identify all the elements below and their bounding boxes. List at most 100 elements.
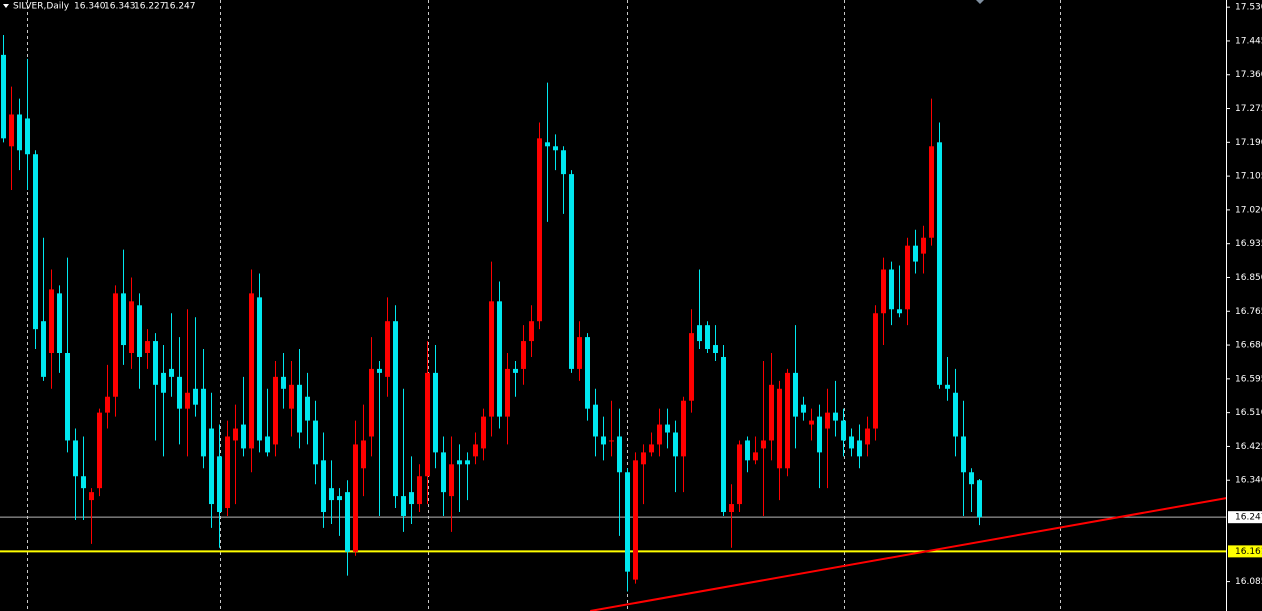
candle-body bbox=[921, 237, 926, 254]
candle-body bbox=[609, 440, 614, 442]
level-label: 16.161 bbox=[1235, 547, 1262, 557]
y-tick-label: 17.275 bbox=[1235, 104, 1262, 114]
candle-body bbox=[41, 321, 46, 377]
candle-body bbox=[529, 321, 534, 342]
candle-body bbox=[89, 492, 94, 501]
candle-body bbox=[769, 384, 774, 441]
candle-body bbox=[673, 432, 678, 457]
candle-body bbox=[649, 444, 654, 453]
candle-body bbox=[889, 269, 894, 310]
candle-body bbox=[137, 305, 142, 357]
candle-body bbox=[761, 440, 766, 449]
candle-body bbox=[809, 420, 814, 425]
candle-body bbox=[449, 464, 454, 497]
y-tick-label: 17.530 bbox=[1235, 3, 1262, 13]
candle-body bbox=[745, 440, 750, 461]
candle-body bbox=[249, 293, 254, 449]
marker bbox=[976, 0, 984, 4]
candle-body bbox=[593, 404, 598, 437]
candle-body bbox=[625, 472, 630, 572]
candle-body bbox=[9, 114, 14, 147]
candle-body bbox=[73, 440, 78, 477]
y-tick-label: 16.340 bbox=[1235, 476, 1262, 486]
y-tick-label: 17.360 bbox=[1235, 70, 1262, 80]
candle-body bbox=[497, 301, 502, 417]
candle-body bbox=[233, 428, 238, 441]
candle-body bbox=[873, 313, 878, 429]
candle-body bbox=[641, 452, 646, 465]
header-value: 16.227 bbox=[134, 2, 166, 12]
candle-body bbox=[657, 424, 662, 445]
y-tick-label: 16.765 bbox=[1235, 307, 1262, 317]
candle-body bbox=[897, 309, 902, 314]
candle-body bbox=[153, 341, 158, 385]
candle-body bbox=[57, 293, 62, 354]
candle-body bbox=[577, 337, 582, 369]
candle-body bbox=[201, 388, 206, 457]
candle-body bbox=[353, 444, 358, 552]
candle-body bbox=[865, 428, 870, 445]
candle-body bbox=[457, 460, 462, 465]
candle-body bbox=[489, 301, 494, 417]
candle-body bbox=[393, 321, 398, 497]
candle-body bbox=[169, 368, 174, 377]
symbol-label: SILVER,Daily bbox=[13, 2, 70, 12]
candle-body bbox=[633, 460, 638, 580]
candle-body bbox=[305, 396, 310, 421]
candle-body bbox=[569, 174, 574, 369]
candle-body bbox=[17, 114, 22, 151]
candle-body bbox=[537, 138, 542, 322]
candle-body bbox=[681, 400, 686, 457]
candle-body bbox=[129, 301, 134, 354]
candle-body bbox=[905, 245, 910, 310]
candle-body bbox=[857, 440, 862, 457]
header-arrow bbox=[3, 4, 9, 8]
candle-body bbox=[1, 54, 6, 139]
candle-body bbox=[953, 392, 958, 437]
candle-body bbox=[425, 372, 430, 477]
candle-body bbox=[937, 142, 942, 385]
candle-body bbox=[665, 424, 670, 433]
candle-body bbox=[105, 396, 110, 413]
candle-body bbox=[345, 492, 350, 552]
candle-body bbox=[225, 436, 230, 509]
y-tick-label: 16.850 bbox=[1235, 273, 1262, 283]
candle-body bbox=[553, 146, 558, 151]
candle-body bbox=[369, 368, 374, 437]
candle-body bbox=[257, 297, 262, 441]
candle-body bbox=[313, 420, 318, 465]
bid-label-box bbox=[1228, 511, 1262, 524]
candle-body bbox=[433, 372, 438, 453]
candle-body bbox=[793, 372, 798, 417]
y-tick-label: 17.020 bbox=[1235, 205, 1262, 215]
candle-body bbox=[849, 436, 854, 449]
candle-body bbox=[377, 368, 382, 373]
candle-body bbox=[561, 150, 566, 175]
candle-body bbox=[977, 480, 982, 518]
candle-body bbox=[281, 376, 286, 389]
y-tick-label: 16.425 bbox=[1235, 442, 1262, 452]
price-axis: 17.530 17.445 17.360 17.275 17.190 17.105 17.0… bbox=[1226, 3, 1262, 587]
candle-body bbox=[241, 424, 246, 449]
candle-body bbox=[697, 325, 702, 342]
candle-body bbox=[49, 289, 54, 354]
candle-body bbox=[145, 341, 150, 354]
y-tick-label: 17.445 bbox=[1235, 36, 1262, 46]
y-tick-label: 17.190 bbox=[1235, 138, 1262, 148]
candle-body bbox=[825, 412, 830, 429]
candle-body bbox=[929, 146, 934, 238]
candle-body bbox=[961, 436, 966, 473]
candle-body bbox=[465, 460, 470, 465]
candle-body bbox=[601, 436, 606, 445]
candle-body bbox=[753, 452, 758, 461]
candle-body bbox=[161, 372, 166, 393]
candle-body bbox=[705, 325, 710, 350]
candle-body bbox=[113, 293, 118, 397]
candle-body bbox=[777, 388, 782, 469]
y-tick-label: 16.935 bbox=[1235, 239, 1262, 249]
candle-body bbox=[945, 384, 950, 389]
candle-body bbox=[209, 428, 214, 505]
